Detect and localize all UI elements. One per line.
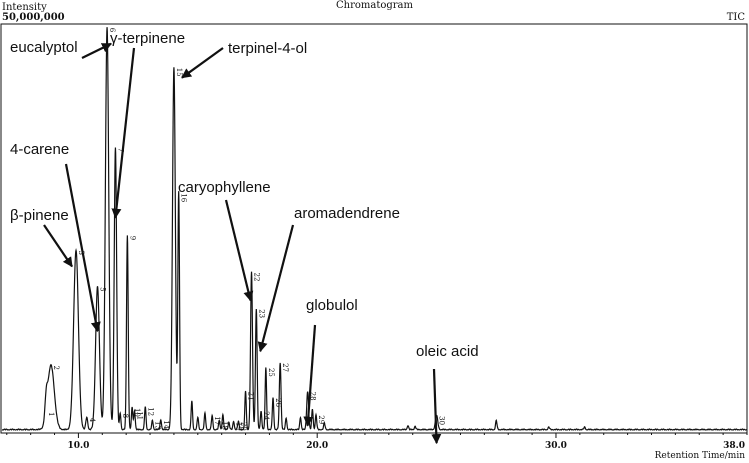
annotation-arrow bbox=[431, 368, 442, 445]
peak-number-30: 30 bbox=[438, 416, 446, 425]
annotation-aromadendrene: aromadendrene bbox=[294, 205, 400, 222]
chart-title: Chromatogram bbox=[335, 0, 413, 11]
x-tick-label: 10.0 bbox=[67, 441, 89, 451]
peak-number-15: 15 bbox=[175, 68, 183, 77]
peak-number-19: 19 bbox=[235, 422, 243, 431]
peak-number-29: 29 bbox=[317, 415, 325, 424]
peak-number-5: 5 bbox=[99, 287, 107, 291]
x-tick-label: 38.0 bbox=[723, 441, 745, 451]
annotation-globulol: globulol bbox=[306, 297, 358, 314]
x-axis-label: Retention Time/min bbox=[654, 451, 745, 461]
peak-number-9: 9 bbox=[128, 236, 136, 240]
x-tick-label: 20.0 bbox=[306, 441, 328, 451]
annotation-eucalyptol: eucalyptol bbox=[10, 39, 78, 56]
peak-number-11: 11 bbox=[136, 411, 144, 420]
peak-number-10: 10 bbox=[133, 408, 141, 417]
annotation-arrow bbox=[111, 47, 136, 219]
annotation-arrow bbox=[43, 224, 73, 268]
annotation-pinene: β-pinene bbox=[10, 207, 69, 224]
series-label: TIC bbox=[726, 12, 745, 23]
peak-number-25: 25 bbox=[267, 368, 275, 377]
annotation-arrow bbox=[64, 163, 101, 333]
peak-number-23: 23 bbox=[257, 309, 265, 318]
peak-number-17: 17 bbox=[213, 416, 221, 425]
peak-number-1: 1 bbox=[47, 412, 55, 416]
tic-trace bbox=[1, 27, 748, 432]
peak-number-2: 2 bbox=[52, 366, 60, 370]
annotation-arrow bbox=[303, 324, 317, 427]
y-axis-max-label: 50,000,000 bbox=[2, 12, 65, 23]
peak-number-28: 28 bbox=[309, 392, 317, 401]
annotation-oleic-acid: oleic acid bbox=[416, 343, 479, 360]
peak-number-20: 20 bbox=[239, 422, 247, 431]
annotation-terpinene: γ-terpinene bbox=[110, 30, 185, 47]
peak-number-26: 26 bbox=[274, 398, 282, 407]
peak-number-14: 14 bbox=[162, 420, 170, 429]
peak-number-16: 16 bbox=[180, 193, 188, 202]
peak-number-18: 18 bbox=[220, 421, 228, 430]
peak-number-24: 24 bbox=[262, 411, 270, 420]
annotation-arrow bbox=[257, 224, 295, 353]
plot-frame bbox=[0, 23, 748, 434]
annotation-arrow bbox=[181, 47, 224, 79]
peak-number-8: 8 bbox=[121, 414, 129, 418]
annotation-arrow bbox=[81, 42, 112, 59]
x-tick-label: 30.0 bbox=[545, 441, 567, 451]
peak-number-7: 7 bbox=[116, 148, 124, 152]
peak-number-21: 21 bbox=[247, 392, 255, 401]
annotation-arrow bbox=[224, 199, 254, 302]
peak-number-6: 6 bbox=[108, 28, 116, 33]
peak-number-4: 4 bbox=[88, 418, 96, 423]
annotation-terpinel-4-ol: terpinel-4-ol bbox=[228, 40, 307, 57]
annotation-caryophyllene: caryophyllene bbox=[178, 179, 271, 196]
y-axis-label: Intensity bbox=[2, 2, 47, 13]
peak-number-22: 22 bbox=[253, 273, 261, 282]
peak-number-12: 12 bbox=[146, 407, 154, 416]
peak-number-13: 13 bbox=[153, 421, 161, 430]
annotation-4-carene: 4-carene bbox=[10, 141, 69, 158]
peak-number-27: 27 bbox=[281, 363, 289, 372]
peak-number-3: 3 bbox=[77, 250, 85, 254]
